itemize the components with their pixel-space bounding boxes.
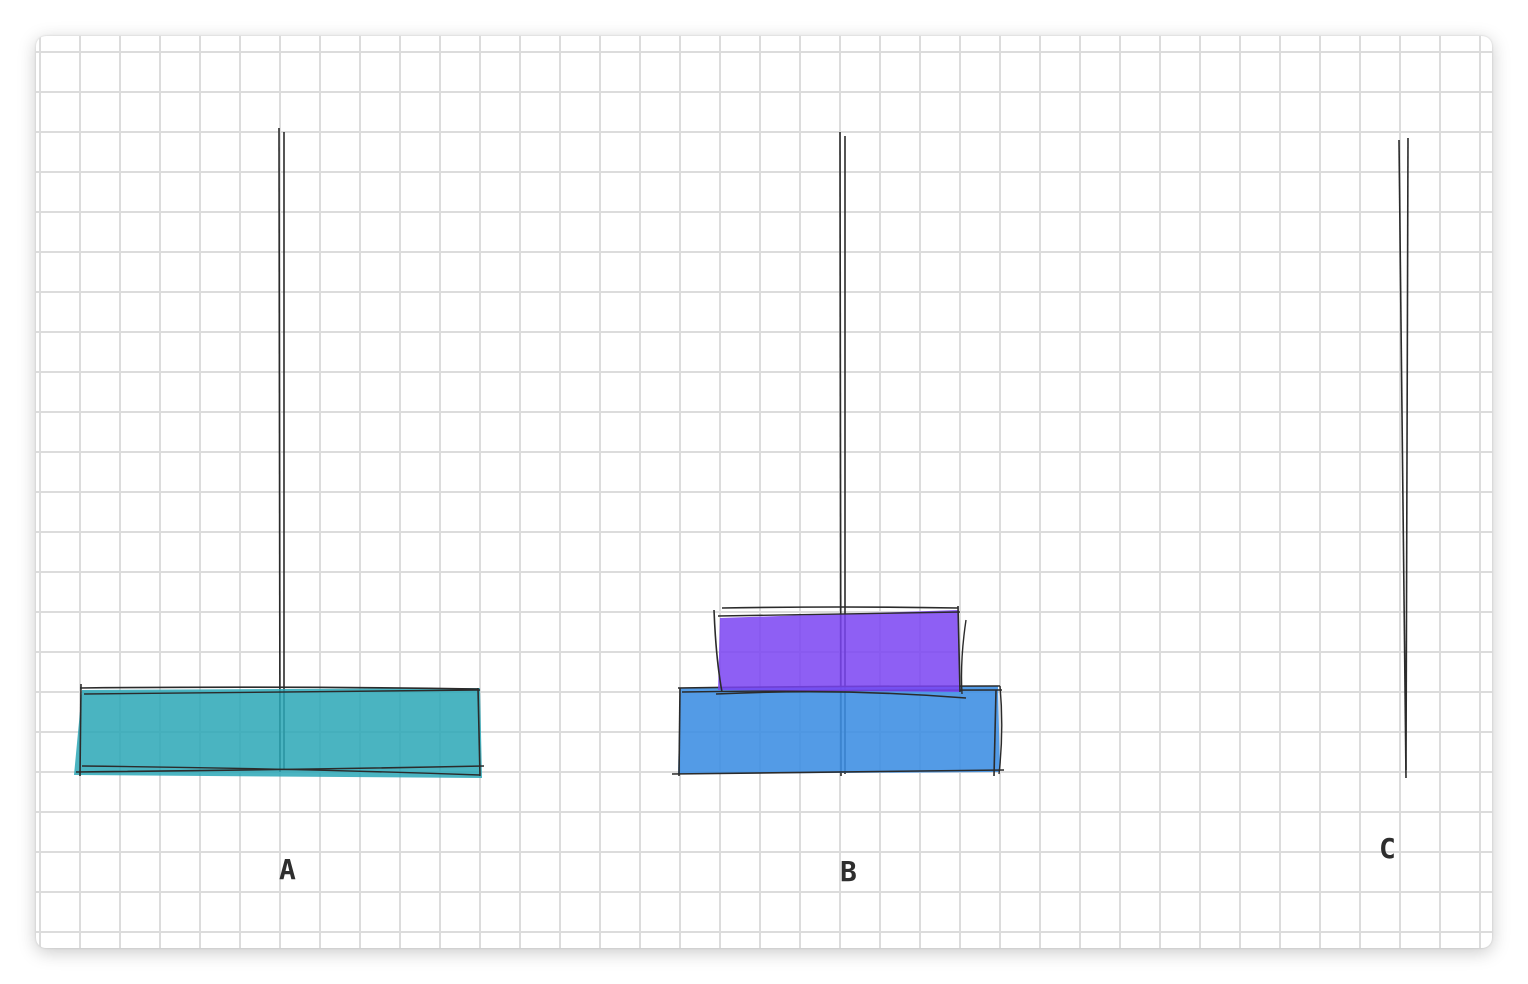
disk-b-1[interactable] <box>671 685 1005 777</box>
peg-c <box>1398 137 1409 779</box>
peg-a <box>278 127 285 773</box>
disk-b-2[interactable] <box>713 605 967 699</box>
peg-label-b: B <box>840 855 857 888</box>
disk-a-1[interactable] <box>74 683 485 778</box>
peg-label-a: A <box>279 853 296 886</box>
peg-label-c: C <box>1379 832 1396 865</box>
